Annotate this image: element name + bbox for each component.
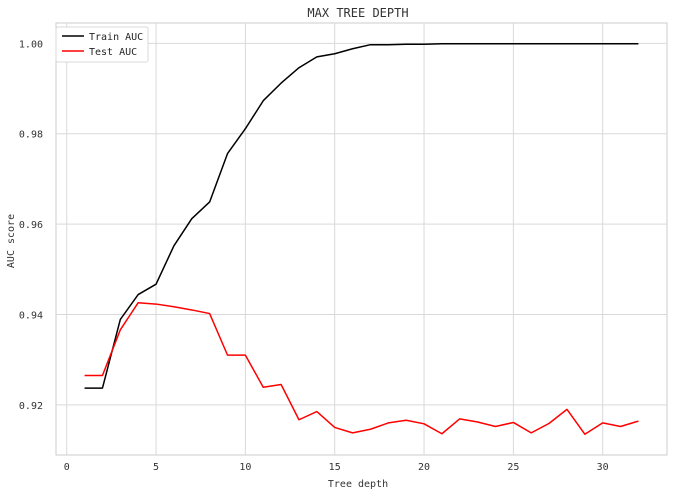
chart-title: MAX TREE DEPTH	[307, 6, 408, 20]
y-tick-label: 1.00	[19, 39, 43, 50]
x-tick-label: 20	[418, 462, 430, 473]
tick-labels: 0 5 10 15 20 25 30 0.92 0.94 0.96 0.98 1.00	[19, 39, 609, 473]
x-tick-label: 10	[239, 462, 251, 473]
x-tick-label: 5	[153, 462, 159, 473]
x-tick-label: 25	[507, 462, 519, 473]
series-line-test-auc	[84, 301, 639, 435]
series-line-train-auc	[84, 43, 639, 389]
y-tick-label: 0.96	[19, 220, 43, 231]
x-tick-label: 0	[64, 462, 70, 473]
legend-label-train: Train AUC	[89, 32, 143, 43]
x-tick-label: 15	[329, 462, 341, 473]
series-layer	[84, 43, 639, 435]
grid-layer	[56, 23, 667, 455]
y-tick-label: 0.98	[19, 130, 43, 141]
legend-label-test: Test AUC	[89, 47, 137, 58]
x-axis-label: Tree depth	[328, 479, 388, 490]
plot-background	[55, 22, 668, 456]
x-tick-label: 30	[597, 462, 609, 473]
y-tick-label: 0.94	[19, 310, 43, 321]
y-axis-label: AUC score	[6, 214, 17, 268]
legend: Train AUC Test AUC	[55, 26, 149, 63]
y-tick-label: 0.92	[19, 401, 43, 412]
